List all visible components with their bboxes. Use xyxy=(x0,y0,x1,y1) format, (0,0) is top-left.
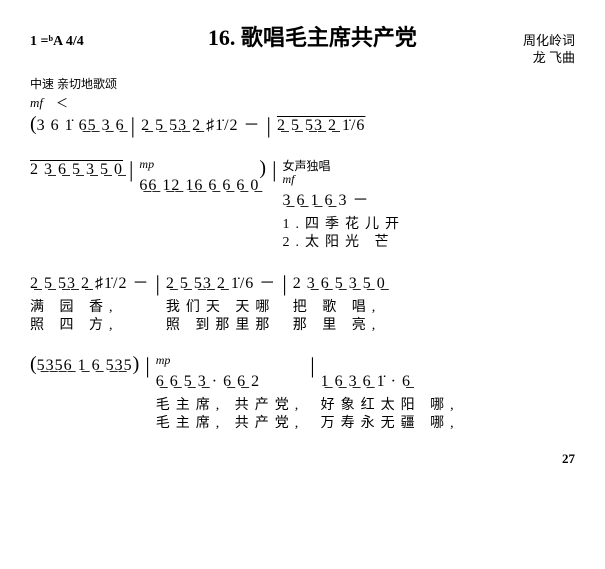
page-number: 27 xyxy=(30,451,575,467)
tempo-marking: 中速 亲切地歌颂 xyxy=(30,75,575,92)
notes: 5̲3̲5̲6̲ 1̲ 6̲ 5̲3̲5 xyxy=(37,353,133,379)
barline: | xyxy=(261,113,277,139)
barline: | xyxy=(266,157,282,183)
notes: 2̲ 5̲ 5̲3̲ 2̲ ♯1̇/2 － xyxy=(30,271,149,297)
lyrics-verse-1: 1.四季花儿开 xyxy=(282,216,405,234)
dynamics-marking: mf xyxy=(282,172,395,187)
lyrics-verse-1: 我们天 天哪 xyxy=(166,299,276,317)
lyrics-verse-1: 满 园 香, xyxy=(30,299,149,317)
measure-3-2: 2̲ 5̲ 5̲3̲ 2̲ 1̇/6 － 我们天 天哪 照 到那里那 xyxy=(166,271,276,335)
measure-1-3: 2̲ 5̲ 5̲3̲ 2̲ 1̇/6 xyxy=(277,113,365,139)
lyrics-verse-2: 2.太阳光 芒 xyxy=(282,234,405,252)
barline: | xyxy=(125,113,141,139)
notes: 2̲ 5̲ 5̲3̲ 2̲ 1̇/6 － xyxy=(166,271,276,297)
measure-3-3: 2 3̲ 6̲ 5̲ 3̲ 5̲ 0̲ 把 歌 唱, 那 里 亮, xyxy=(293,271,386,335)
lyrics-verse-2: 照 到那里那 xyxy=(166,317,276,335)
score-line-1: ( 3 6 1̇ 6̲5̲ 3̲ 6̲ | 2̲ 5̲ 5̲3̲ 2̲ ♯1̇/… xyxy=(30,113,575,139)
barline: | xyxy=(139,353,155,379)
lyricist: 周化岭词 xyxy=(523,33,575,50)
key-signature: 1 =ᵇA 4/4 xyxy=(30,34,84,50)
score-title: 16. 歌唱毛主席共产党 xyxy=(102,20,523,52)
lyrics-verse-1: 把 歌 唱, xyxy=(293,299,386,317)
barline: | xyxy=(123,157,139,183)
lyrics-verse-2: 毛主席, 共产党, xyxy=(156,415,305,433)
dynamics-marking: mf ＜ xyxy=(30,94,575,111)
lyrics-verse-1: 好象红太阳 哪, xyxy=(321,397,460,415)
measure-4-1: 5̲3̲5̲6̲ 1̲ 6̲ 5̲3̲5 xyxy=(37,353,133,379)
notes: 1̲ 6̲ 3̲ 6̲ 1̇ · 6̲ xyxy=(321,369,460,395)
measure-4-2: mp 6̲ 6̲ 5̲ 3̲ · 6̲ 6̲ 2 毛主席, 共产党, 毛主席, … xyxy=(156,353,305,433)
score-line-4: ( 5̲3̲5̲6̲ 1̲ 6̲ 5̲3̲5 ) | mp 6̲ 6̲ 5̲ 3… xyxy=(30,353,575,433)
notes: 6̲ 6̲ 5̲ 3̲ · 6̲ 6̲ 2 xyxy=(156,369,305,395)
lyrics-verse-2: 那 里 亮, xyxy=(293,317,386,335)
composer: 龙 飞曲 xyxy=(523,50,575,67)
dynamics-marking: mp xyxy=(139,157,249,172)
notes: 3̲ 6̲ 1̲ 6̲ 3 － xyxy=(282,188,405,214)
notes: 6̲6̲ 1̲2̲ 1̲6̲ 6̲ 6̲ 6̲ 0̲ xyxy=(139,173,259,199)
notes: 2̲ 5̲ 5̲3̲ 2̲ 1̇/6 xyxy=(277,113,365,139)
barline: | xyxy=(276,271,292,297)
dynamics-marking: mp xyxy=(156,353,295,368)
score-line-3: 2̲ 5̲ 5̲3̲ 2̲ ♯1̇/2 － 满 园 香, 照 四 方, | 2̲… xyxy=(30,271,575,335)
spacer xyxy=(321,353,460,368)
open-paren: ( xyxy=(30,353,37,376)
open-paren: ( xyxy=(30,113,37,136)
measure-1-2: 2̲ 5̲ 5̲3̲ 2̲ ♯1̇/2 － xyxy=(141,113,260,139)
notes: 2 3̲ 6̲ 5̲ 3̲ 5̲ 0̲ xyxy=(30,157,123,183)
credits: 周化岭词 龙 飞曲 xyxy=(523,33,575,67)
notes: 2 3̲ 6̲ 5̲ 3̲ 5̲ 0̲ xyxy=(293,271,386,297)
close-paren: ) xyxy=(259,157,266,180)
barline: | xyxy=(149,271,165,297)
measure-2-1: 2 3̲ 6̲ 5̲ 3̲ 5̲ 0̲ xyxy=(30,157,123,183)
close-paren: ) xyxy=(133,353,140,376)
measure-1-1: 3 6 1̇ 6̲5̲ 3̲ 6̲ xyxy=(37,113,125,139)
barline: | xyxy=(304,353,320,379)
score-line-2: 2 3̲ 6̲ 5̲ 3̲ 5̲ 0̲ | mp 6̲6̲ 1̲2̲ 1̲6̲ … xyxy=(30,157,575,252)
lyrics-verse-1: 毛主席, 共产党, xyxy=(156,397,305,415)
measure-4-3: 1̲ 6̲ 3̲ 6̲ 1̇ · 6̲ 好象红太阳 哪, 万寿永无疆 哪, xyxy=(321,353,460,433)
crescendo-icon: ＜ xyxy=(56,96,66,110)
measure-2-3: 女声独唱 mf 3̲ 6̲ 1̲ 6̲ 3 － 1.四季花儿开 2.太阳光 芒 xyxy=(282,157,405,252)
notes: 2̲ 5̲ 5̲3̲ 2̲ ♯1̇/2 － xyxy=(141,113,260,139)
notes: 3 6 1̇ 6̲5̲ 3̲ 6̲ xyxy=(37,113,125,139)
lyrics-verse-2: 照 四 方, xyxy=(30,317,149,335)
lyrics-verse-2: 万寿永无疆 哪, xyxy=(321,415,460,433)
measure-2-2: mp 6̲6̲ 1̲2̲ 1̲6̲ 6̲ 6̲ 6̲ 0̲ xyxy=(139,157,259,199)
score-header: 1 =ᵇA 4/4 16. 歌唱毛主席共产党 周化岭词 龙 飞曲 xyxy=(30,20,575,67)
measure-3-1: 2̲ 5̲ 5̲3̲ 2̲ ♯1̇/2 － 满 园 香, 照 四 方, xyxy=(30,271,149,335)
